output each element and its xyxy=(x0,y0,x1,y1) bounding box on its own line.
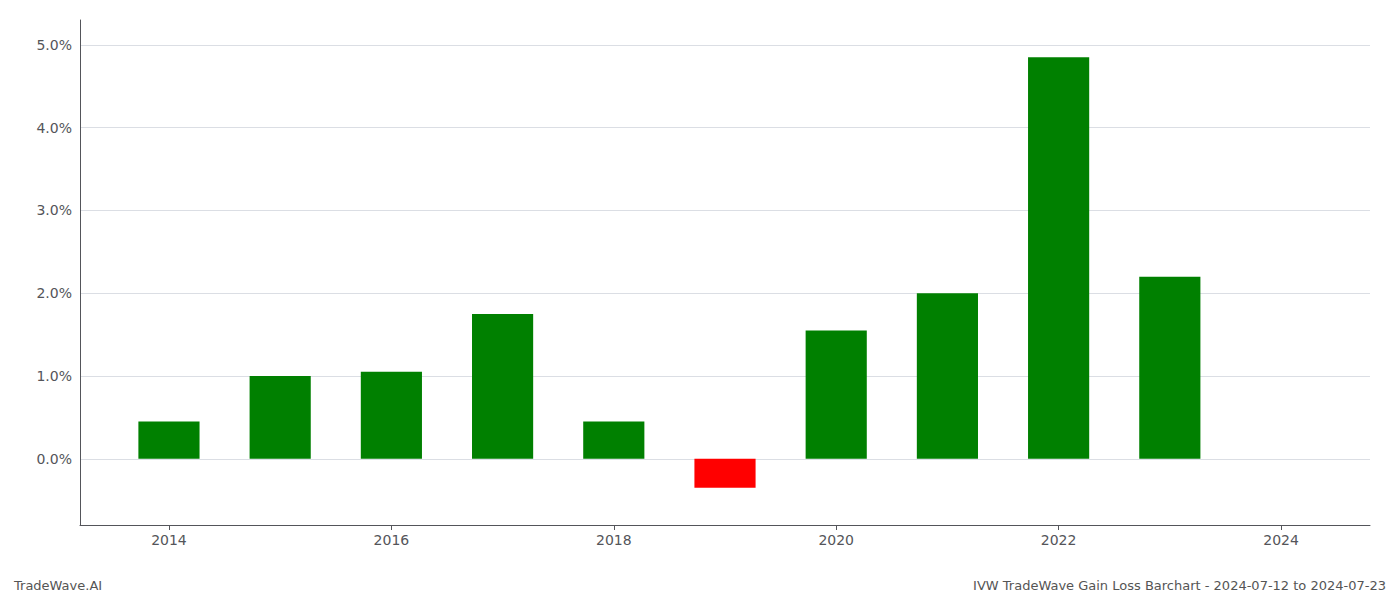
svg-text:IVW TradeWave Gain Loss Barcha: IVW TradeWave Gain Loss Barchart - 2024-… xyxy=(973,578,1386,593)
svg-text:2020: 2020 xyxy=(818,532,854,548)
svg-text:5.0%: 5.0% xyxy=(36,37,72,53)
svg-text:2.0%: 2.0% xyxy=(36,285,72,301)
svg-text:TradeWave.AI: TradeWave.AI xyxy=(13,578,102,593)
svg-text:2018: 2018 xyxy=(596,532,632,548)
svg-text:2024: 2024 xyxy=(1263,532,1299,548)
svg-text:3.0%: 3.0% xyxy=(36,202,72,218)
svg-text:2014: 2014 xyxy=(151,532,187,548)
svg-text:0.0%: 0.0% xyxy=(36,451,72,467)
svg-text:2016: 2016 xyxy=(374,532,410,548)
svg-text:2022: 2022 xyxy=(1041,532,1077,548)
svg-text:4.0%: 4.0% xyxy=(36,120,72,136)
svg-text:1.0%: 1.0% xyxy=(36,368,72,384)
